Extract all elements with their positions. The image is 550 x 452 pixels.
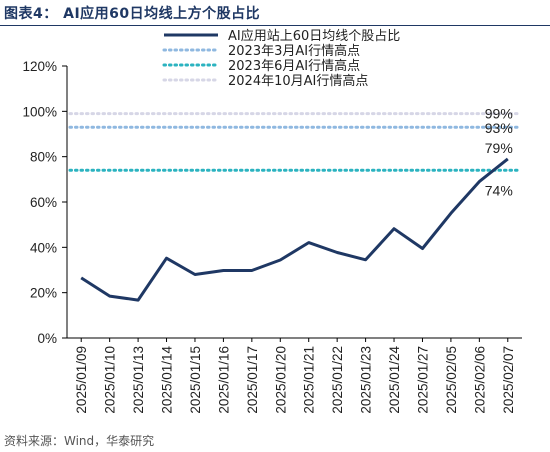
data-point (137, 299, 140, 302)
data-point (250, 269, 253, 272)
y-tick-label: 80% (30, 150, 57, 165)
x-tick-label: 2025/01/16 (216, 346, 231, 414)
legend-label: 2024年10月AI行情高点 (228, 73, 368, 89)
data-point (193, 273, 196, 276)
x-tick-label: 2025/01/15 (188, 346, 203, 414)
x-tick-label: 2025/01/20 (273, 346, 288, 414)
x-tick-label: 2025/02/05 (444, 346, 459, 414)
source-note: 资料来源：Wind，华泰研究 (4, 434, 155, 448)
label-93: 93% (485, 120, 513, 136)
main-series-line (80, 157, 509, 302)
y-tick-label: 60% (30, 195, 57, 210)
data-point (449, 212, 452, 215)
x-tick-label: 2025/01/27 (415, 346, 430, 414)
label-99: 99% (485, 106, 513, 122)
x-tick-label: 2025/01/17 (245, 346, 260, 414)
chart-axes: 0% 20% 40% 60% 80% 100% 120% 2025/01/09 2025/01/… (22, 59, 522, 414)
data-point (364, 258, 367, 261)
data-point (279, 259, 282, 262)
label-74: 74% (485, 182, 513, 198)
x-tick-label: 2025/01/14 (160, 346, 175, 414)
data-point (307, 241, 310, 244)
chart-legend: AI应用站上60日均线个股占比2023年3月AI行情高点2023年6月AI行情高… (162, 28, 400, 89)
x-tick-label: 2025/02/06 (472, 346, 487, 414)
x-tick-label: 2025/01/23 (359, 346, 374, 414)
data-point (222, 269, 225, 272)
title-divider (0, 25, 550, 26)
series-layer (80, 157, 509, 302)
y-tick-label: 0% (37, 331, 57, 346)
data-point (336, 251, 339, 254)
x-tick-label: 2025/01/10 (103, 346, 118, 414)
legend-label: 2023年6月AI行情高点 (228, 58, 360, 74)
x-tick-label: 2025/02/07 (501, 346, 516, 414)
figure-title: 图表4： AI应用60日均线上方个股占比 (4, 6, 261, 22)
reference-lines (68, 112, 520, 172)
x-tick-label: 2025/01/22 (330, 346, 345, 414)
data-point (80, 276, 83, 279)
label-last-value: 79% (485, 140, 513, 156)
data-point (393, 227, 396, 230)
x-tick-label: 2025/01/21 (302, 346, 317, 414)
data-point (478, 180, 481, 183)
data-labels: 99%93% 79% 74% (485, 106, 513, 199)
legend-label: AI应用站上60日均线个股占比 (228, 28, 400, 44)
x-tick-label: 2025/01/09 (74, 346, 89, 414)
y-tick-label: 40% (30, 240, 57, 255)
y-tick-label: 120% (22, 59, 57, 74)
data-point (421, 247, 424, 250)
y-tick-label: 20% (30, 286, 57, 301)
data-point (165, 257, 168, 260)
legend-label: 2023年3月AI行情高点 (228, 43, 360, 59)
x-tick-label: 2025/01/13 (131, 346, 146, 414)
y-tick-label: 100% (22, 104, 57, 119)
data-point (506, 157, 509, 160)
x-tick-label: 2025/01/24 (387, 346, 402, 414)
data-point (108, 295, 111, 298)
